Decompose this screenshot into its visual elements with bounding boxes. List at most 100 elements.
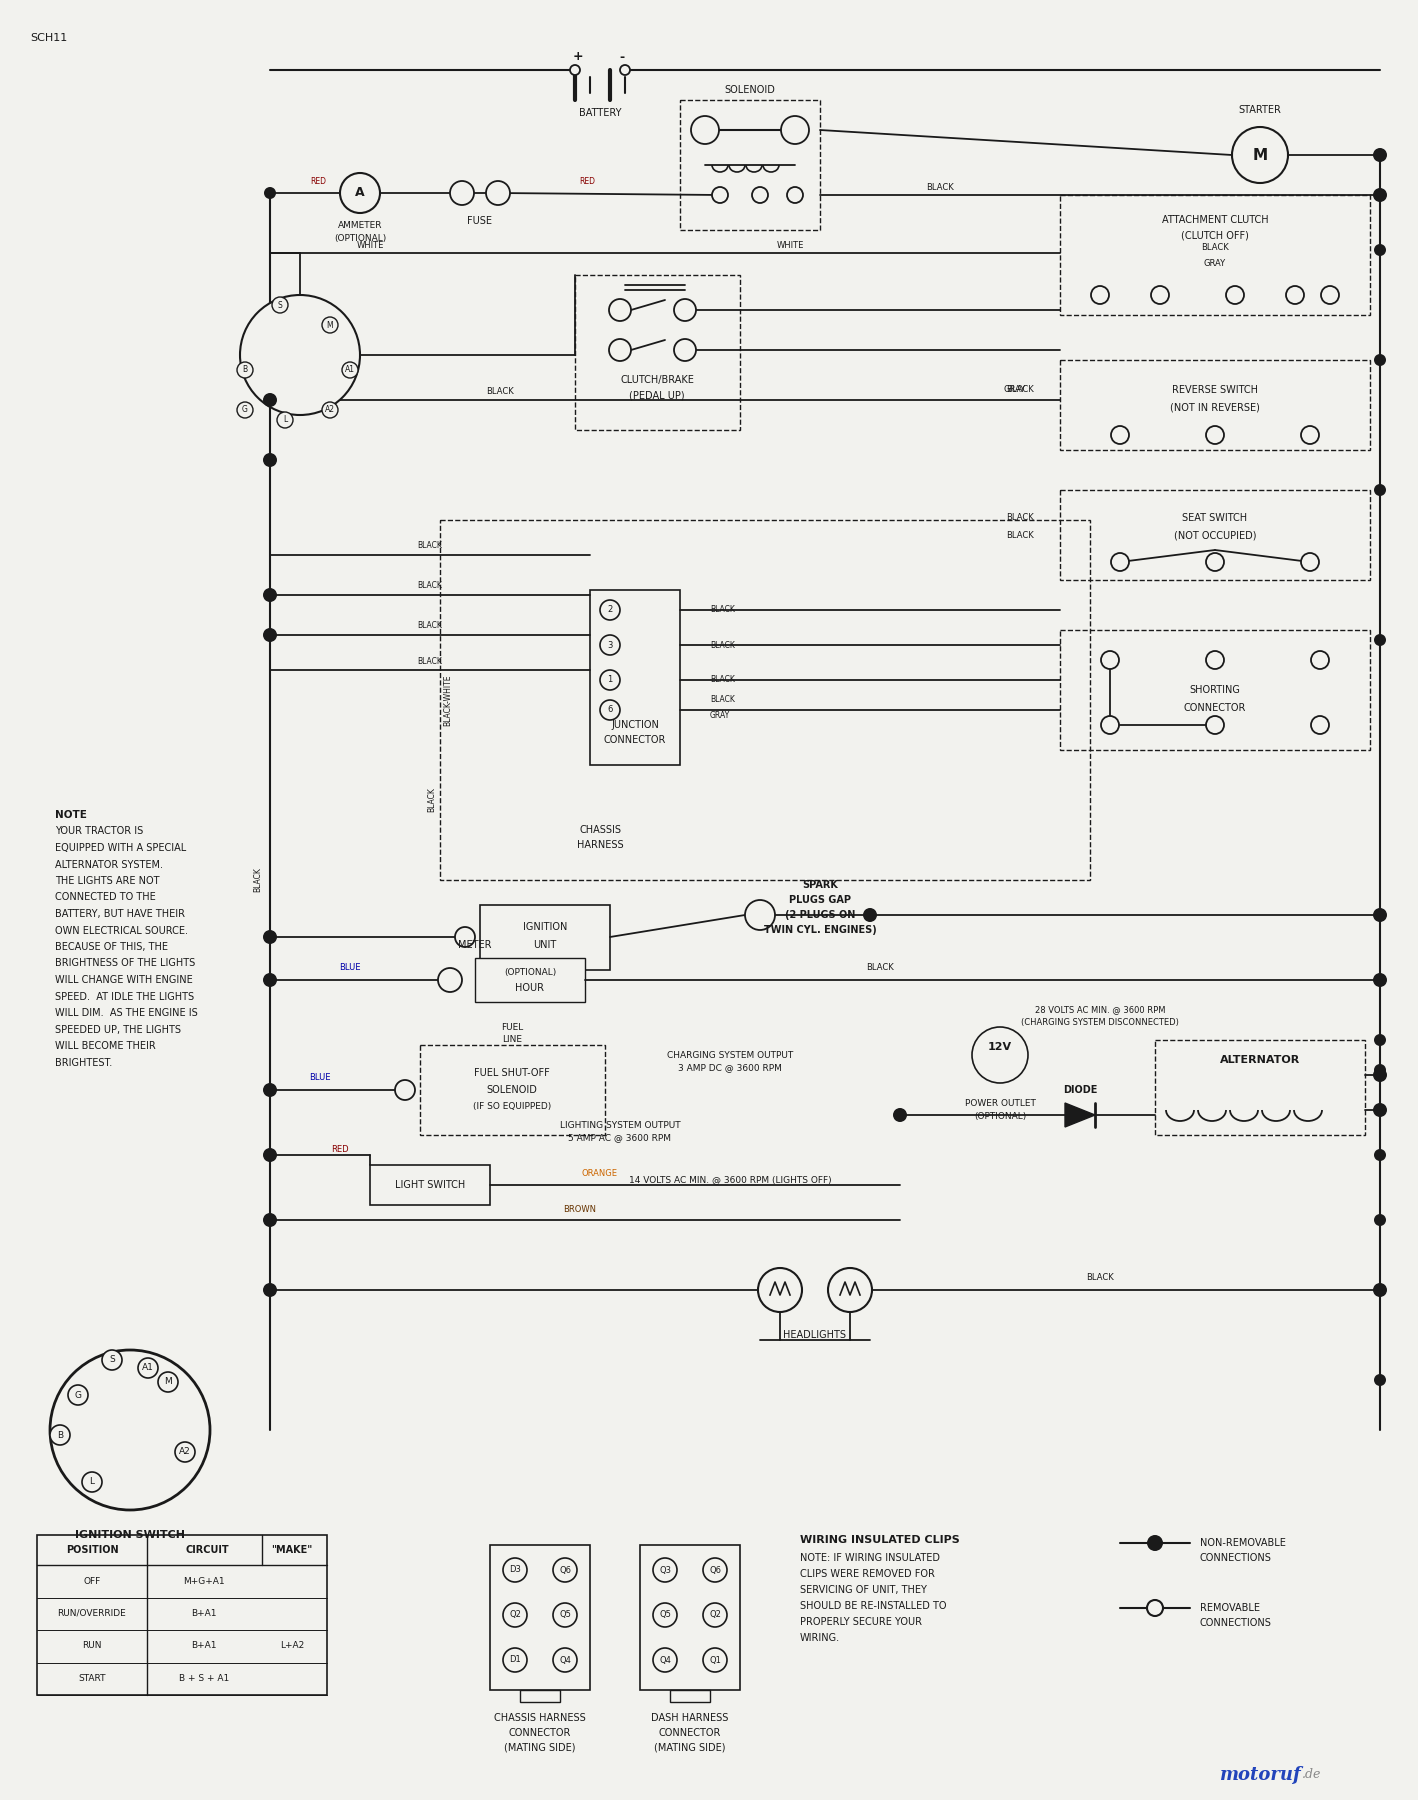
Text: G: G bbox=[75, 1390, 81, 1400]
Text: BLACK: BLACK bbox=[1007, 513, 1034, 522]
Circle shape bbox=[553, 1649, 577, 1672]
Text: HARNESS: HARNESS bbox=[577, 841, 624, 850]
Text: Q5: Q5 bbox=[659, 1611, 671, 1620]
Circle shape bbox=[781, 115, 810, 144]
Text: METER: METER bbox=[458, 940, 492, 950]
Text: OFF: OFF bbox=[84, 1577, 101, 1586]
Text: L+A2: L+A2 bbox=[279, 1642, 303, 1651]
Text: A2: A2 bbox=[179, 1447, 191, 1456]
Circle shape bbox=[1374, 1213, 1385, 1226]
Text: IGNITION: IGNITION bbox=[523, 922, 567, 932]
Circle shape bbox=[340, 173, 380, 212]
Circle shape bbox=[1374, 1373, 1385, 1386]
Circle shape bbox=[1374, 1148, 1385, 1161]
Text: 3: 3 bbox=[607, 641, 613, 650]
Text: CHASSIS HARNESS: CHASSIS HARNESS bbox=[493, 1714, 586, 1723]
Text: BLACK: BLACK bbox=[417, 581, 442, 590]
Text: G: G bbox=[242, 405, 248, 414]
Text: (OPTIONAL): (OPTIONAL) bbox=[333, 234, 386, 243]
Bar bbox=[576, 275, 740, 430]
Circle shape bbox=[237, 362, 252, 378]
Circle shape bbox=[262, 589, 277, 601]
Circle shape bbox=[971, 1028, 1028, 1084]
Text: A1: A1 bbox=[142, 1364, 155, 1372]
Bar bbox=[1061, 630, 1370, 751]
Text: SPARK: SPARK bbox=[803, 880, 838, 889]
Text: BLACK: BLACK bbox=[710, 605, 735, 614]
Text: REMOVABLE: REMOVABLE bbox=[1200, 1604, 1261, 1613]
Circle shape bbox=[712, 187, 727, 203]
Text: 5 AMP AC @ 3600 RPM: 5 AMP AC @ 3600 RPM bbox=[569, 1134, 672, 1143]
Text: B + S + A1: B + S + A1 bbox=[179, 1674, 230, 1683]
Text: FUEL: FUEL bbox=[501, 1022, 523, 1031]
Text: ORANGE: ORANGE bbox=[581, 1168, 618, 1177]
Text: (IF SO EQUIPPED): (IF SO EQUIPPED) bbox=[472, 1102, 552, 1111]
Text: RUN: RUN bbox=[82, 1642, 102, 1651]
Circle shape bbox=[1100, 716, 1119, 734]
Text: D1: D1 bbox=[509, 1656, 520, 1665]
Circle shape bbox=[1373, 148, 1387, 162]
Circle shape bbox=[620, 65, 630, 76]
Circle shape bbox=[744, 900, 776, 931]
Text: (CLUTCH OFF): (CLUTCH OFF) bbox=[1181, 230, 1249, 239]
Text: .de: .de bbox=[1302, 1768, 1322, 1782]
Text: SHOULD BE RE-INSTALLED TO: SHOULD BE RE-INSTALLED TO bbox=[800, 1600, 946, 1611]
Circle shape bbox=[553, 1559, 577, 1582]
Bar bbox=[1061, 360, 1370, 450]
Text: BLACK: BLACK bbox=[254, 868, 262, 893]
Text: CHARGING SYSTEM OUTPUT: CHARGING SYSTEM OUTPUT bbox=[666, 1051, 793, 1060]
Text: BLACK: BLACK bbox=[866, 963, 893, 972]
Text: BLACK: BLACK bbox=[710, 695, 735, 704]
Circle shape bbox=[82, 1472, 102, 1492]
Circle shape bbox=[828, 1267, 872, 1312]
Circle shape bbox=[262, 1283, 277, 1298]
Text: UNIT: UNIT bbox=[533, 940, 557, 950]
Circle shape bbox=[600, 635, 620, 655]
Text: RED: RED bbox=[311, 176, 326, 185]
Circle shape bbox=[654, 1649, 676, 1672]
Circle shape bbox=[157, 1372, 179, 1391]
Circle shape bbox=[262, 931, 277, 943]
Text: M: M bbox=[164, 1377, 172, 1386]
Text: CONNECTOR: CONNECTOR bbox=[509, 1728, 571, 1739]
Text: (PEDAL UP): (PEDAL UP) bbox=[630, 391, 685, 400]
Text: 14 VOLTS AC MIN. @ 3600 RPM (LIGHTS OFF): 14 VOLTS AC MIN. @ 3600 RPM (LIGHTS OFF) bbox=[628, 1175, 831, 1184]
Text: STARTER: STARTER bbox=[1238, 104, 1282, 115]
Text: YOUR TRACTOR IS: YOUR TRACTOR IS bbox=[55, 826, 143, 837]
Circle shape bbox=[1374, 355, 1385, 365]
Bar bbox=[1156, 1040, 1366, 1136]
Circle shape bbox=[553, 1604, 577, 1627]
Text: ALTERNATOR: ALTERNATOR bbox=[1219, 1055, 1300, 1066]
Circle shape bbox=[262, 974, 277, 986]
Circle shape bbox=[1374, 1283, 1385, 1296]
Text: AMMETER: AMMETER bbox=[337, 221, 383, 230]
Text: (MATING SIDE): (MATING SIDE) bbox=[505, 1742, 576, 1751]
Circle shape bbox=[570, 65, 580, 76]
Circle shape bbox=[893, 1109, 908, 1121]
Bar bbox=[1061, 490, 1370, 580]
Circle shape bbox=[654, 1559, 676, 1582]
Bar bbox=[1061, 194, 1370, 315]
Circle shape bbox=[450, 182, 474, 205]
Text: CLUTCH/BRAKE: CLUTCH/BRAKE bbox=[620, 374, 693, 385]
Circle shape bbox=[1373, 1067, 1387, 1082]
Bar bbox=[481, 905, 610, 970]
Text: GRAY: GRAY bbox=[710, 711, 730, 720]
Circle shape bbox=[1286, 286, 1305, 304]
Circle shape bbox=[608, 338, 631, 362]
Text: BATTERY, BUT HAVE THEIR: BATTERY, BUT HAVE THEIR bbox=[55, 909, 184, 920]
Circle shape bbox=[503, 1649, 527, 1672]
Circle shape bbox=[1147, 1535, 1163, 1552]
Text: BLACK: BLACK bbox=[710, 641, 735, 650]
Text: 2: 2 bbox=[607, 605, 613, 614]
Circle shape bbox=[1374, 1064, 1385, 1076]
Bar bbox=[640, 1544, 740, 1690]
Text: WIRING INSULATED CLIPS: WIRING INSULATED CLIPS bbox=[800, 1535, 960, 1544]
Text: LIGHTING SYSTEM OUTPUT: LIGHTING SYSTEM OUTPUT bbox=[560, 1120, 681, 1130]
Bar bbox=[37, 1535, 328, 1696]
Bar bbox=[681, 101, 820, 230]
Bar bbox=[491, 1544, 590, 1690]
Circle shape bbox=[262, 1084, 277, 1096]
Text: Q4: Q4 bbox=[659, 1656, 671, 1665]
Text: Q6: Q6 bbox=[559, 1566, 571, 1575]
